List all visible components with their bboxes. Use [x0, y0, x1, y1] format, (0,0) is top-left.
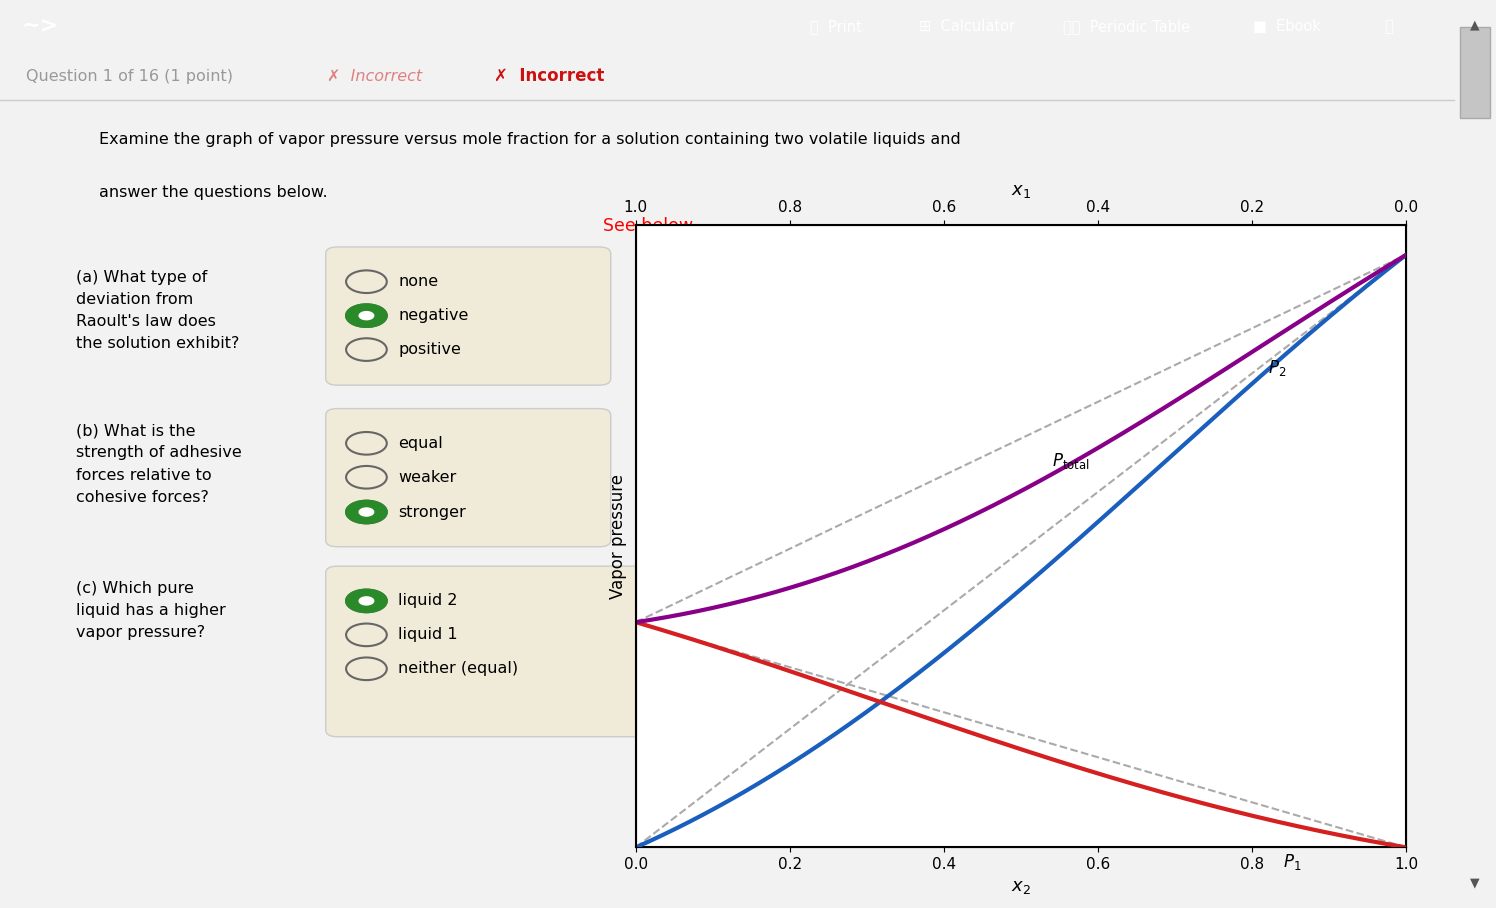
Text: ⬛⬛  Periodic Table: ⬛⬛ Periodic Table	[1064, 19, 1191, 34]
Text: weaker: weaker	[398, 469, 456, 485]
Text: $P_{\mathrm{total}}$: $P_{\mathrm{total}}$	[1052, 451, 1089, 471]
Circle shape	[359, 508, 374, 516]
Text: neither (equal): neither (equal)	[398, 661, 519, 676]
FancyBboxPatch shape	[326, 567, 648, 736]
FancyBboxPatch shape	[326, 409, 610, 547]
Text: ✗  Incorrect: ✗ Incorrect	[494, 67, 604, 85]
Text: answer the questions below.: answer the questions below.	[99, 184, 328, 200]
Circle shape	[359, 311, 374, 320]
X-axis label: $x_1$: $x_1$	[1011, 182, 1031, 200]
Text: (a) What type of
deviation from
Raoult's law does
the solution exhibit?: (a) What type of deviation from Raoult's…	[76, 270, 239, 351]
Circle shape	[346, 304, 387, 327]
Text: ■  Ebook: ■ Ebook	[1254, 19, 1321, 34]
Text: equal: equal	[398, 436, 443, 451]
Text: ⊞  Calculator: ⊞ Calculator	[919, 19, 1016, 34]
Bar	[1460, 27, 1490, 118]
Text: stronger: stronger	[398, 505, 467, 519]
Text: ❓: ❓	[1384, 19, 1393, 34]
Y-axis label: Vapor pressure: Vapor pressure	[609, 474, 627, 598]
X-axis label: $x_2$: $x_2$	[1011, 878, 1031, 895]
Text: Question 1 of 16 (1 point): Question 1 of 16 (1 point)	[25, 69, 233, 84]
Text: See below.: See below.	[603, 217, 697, 235]
Text: $P_2$: $P_2$	[1267, 358, 1287, 378]
Text: Examine the graph of vapor pressure versus mole fraction for a solution containi: Examine the graph of vapor pressure vers…	[99, 133, 960, 147]
Circle shape	[359, 597, 374, 605]
Text: positive: positive	[398, 342, 461, 357]
Text: liquid 1: liquid 1	[398, 627, 458, 642]
FancyBboxPatch shape	[326, 247, 610, 385]
Text: ~>: ~>	[22, 16, 60, 36]
Text: ✗  Incorrect: ✗ Incorrect	[328, 69, 422, 84]
Text: (b) What is the
strength of adhesive
forces relative to
cohesive forces?: (b) What is the strength of adhesive for…	[76, 423, 241, 505]
Text: negative: negative	[398, 308, 468, 323]
Text: ▼: ▼	[1471, 877, 1480, 890]
Text: liquid 2: liquid 2	[398, 594, 458, 608]
Text: ⎙  Print: ⎙ Print	[811, 19, 862, 34]
Text: $P_1$: $P_1$	[1284, 852, 1302, 872]
Text: (c) Which pure
liquid has a higher
vapor pressure?: (c) Which pure liquid has a higher vapor…	[76, 581, 226, 640]
Circle shape	[346, 589, 387, 612]
Text: none: none	[398, 274, 438, 290]
Circle shape	[346, 500, 387, 523]
Text: ▲: ▲	[1471, 18, 1480, 31]
